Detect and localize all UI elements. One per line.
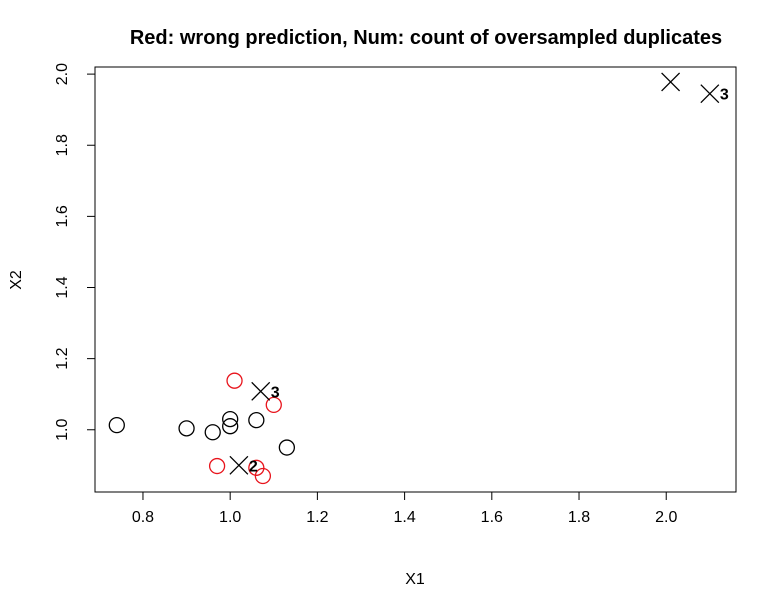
plot-frame xyxy=(94,66,737,493)
data-point-circle xyxy=(248,412,265,429)
y-tick-label: 1.8 xyxy=(54,134,71,156)
data-point-circle xyxy=(278,439,296,456)
data-point-cross xyxy=(229,455,249,475)
data-point-circle xyxy=(248,459,265,476)
y-tick-label: 1.2 xyxy=(54,347,71,369)
y-axis-label: X2 xyxy=(8,270,25,290)
data-point-circle xyxy=(226,372,243,389)
data-point-cross xyxy=(251,381,271,401)
y-axis: 1.0 1.2 1.4 1.6 1.8 2.0 xyxy=(54,63,96,441)
data-point-circle xyxy=(178,420,195,437)
duplicate-count-label: 2 xyxy=(249,458,258,475)
duplicate-count-label: 3 xyxy=(271,384,280,401)
x-tick-label: 1.2 xyxy=(306,509,328,526)
data-point-circle xyxy=(222,410,239,428)
data-point-circle xyxy=(265,396,282,414)
y-tick-label: 1.6 xyxy=(54,205,71,227)
data-point-cross xyxy=(700,84,720,104)
y-tick-label: 2.0 xyxy=(54,63,71,85)
x-tick-label: 0.8 xyxy=(132,509,154,526)
x-axis: 0.8 1.0 1.2 1.4 1.6 1.8 2.0 xyxy=(132,491,677,526)
x-tick-label: 1.0 xyxy=(219,509,241,526)
data-point-cross xyxy=(661,72,681,92)
x-tick-label: 1.6 xyxy=(481,509,503,526)
x-tick-label: 2.0 xyxy=(655,509,677,526)
x-tick-label: 1.8 xyxy=(568,509,590,526)
data-point-circle xyxy=(108,416,125,434)
y-tick-label: 1.0 xyxy=(54,419,71,441)
data-points: 2 3 3 xyxy=(108,72,729,485)
data-point-circle xyxy=(254,467,272,485)
data-point-circle xyxy=(204,424,221,441)
x-axis-label: X1 xyxy=(405,571,425,588)
x-tick-label: 1.4 xyxy=(393,509,415,526)
data-point-circle xyxy=(222,418,239,435)
duplicate-count-label: 3 xyxy=(720,87,729,104)
data-point-circle xyxy=(208,457,226,475)
y-tick-label: 1.4 xyxy=(54,276,71,298)
chart-title: Red: wrong prediction, Num: count of ove… xyxy=(130,27,722,49)
